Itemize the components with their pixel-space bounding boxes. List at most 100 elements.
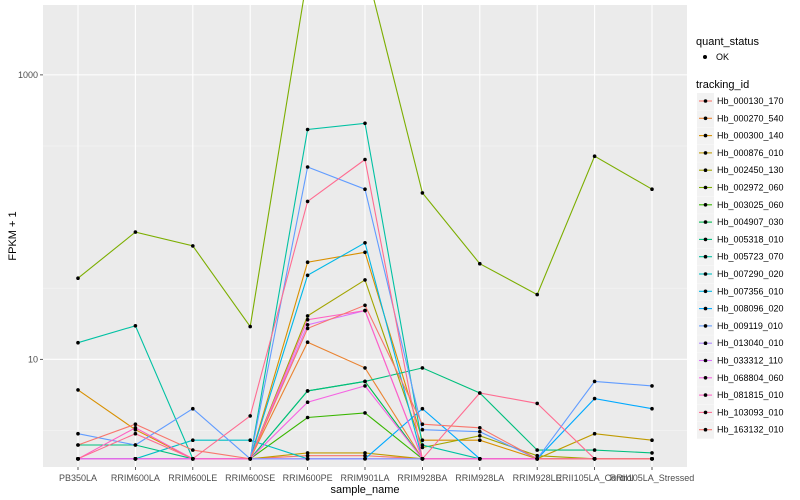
data-point	[592, 379, 597, 384]
data-point	[420, 427, 425, 432]
x-axis-ticks: PB350LA RRIM600LA RRIM600LE RRIM600SE RRIM60…	[59, 467, 694, 483]
data-point	[133, 324, 138, 328]
legend-item-label: Hb_000270_540	[717, 113, 784, 123]
data-point	[363, 366, 367, 370]
data-point	[592, 396, 597, 401]
data-point	[363, 379, 367, 384]
legend-key-point	[703, 237, 708, 242]
data-point	[191, 406, 195, 411]
x-tick-label: RRIM928BA	[397, 473, 447, 483]
legend-item-label: Hb_009119_010	[717, 321, 783, 331]
data-point	[133, 422, 138, 427]
data-point	[478, 391, 482, 395]
data-point	[420, 445, 425, 450]
data-point	[363, 157, 367, 162]
data-point	[133, 230, 138, 234]
legend-key-point	[703, 306, 708, 311]
data-point	[305, 317, 310, 322]
data-point	[305, 165, 310, 169]
legend-item-label: Hb_033312_110	[717, 356, 783, 366]
legend-key-point	[703, 289, 708, 294]
data-point	[363, 241, 367, 245]
data-point	[305, 127, 310, 132]
data-point	[363, 308, 367, 313]
data-point	[650, 187, 654, 191]
data-point	[76, 276, 80, 281]
data-point	[420, 191, 425, 195]
data-point	[248, 324, 252, 329]
legend-item-label: Hb_103093_010	[717, 407, 784, 417]
data-point	[305, 451, 310, 455]
data-point	[478, 429, 482, 434]
data-point	[76, 457, 80, 461]
x-tick-label: RRII105LA_Stressed	[610, 473, 695, 483]
data-point	[248, 438, 252, 443]
legend-key-point	[703, 272, 708, 276]
data-point	[191, 438, 195, 443]
data-point	[248, 414, 252, 418]
data-point	[191, 448, 195, 452]
legend-item-label: Hb_002972_060	[717, 183, 784, 193]
data-point	[592, 154, 597, 158]
legend-item-label: Hb_008096_020	[717, 304, 784, 314]
legend-key-point	[703, 151, 708, 155]
data-point	[191, 457, 195, 461]
data-point	[133, 457, 138, 461]
data-point	[363, 453, 367, 458]
legend-key-point	[703, 393, 708, 397]
y-axis-title: FPKM + 1	[7, 211, 19, 260]
x-tick-label: RRIM928LA	[455, 473, 504, 483]
data-point	[535, 457, 539, 461]
data-point	[363, 451, 367, 455]
legend-item-label: Hb_068804_060	[717, 373, 784, 383]
data-point	[535, 292, 539, 297]
data-point	[420, 406, 425, 411]
legend-item-label: Hb_003025_060	[717, 200, 784, 210]
data-point	[133, 426, 138, 430]
data-point	[305, 323, 310, 327]
data-point	[478, 261, 482, 266]
data-point	[650, 438, 654, 443]
data-point	[478, 438, 482, 443]
legend-key-point	[703, 185, 708, 190]
data-point	[592, 448, 597, 452]
data-point	[650, 406, 654, 411]
y-tick-label: 10	[28, 354, 38, 364]
legend-key-point	[703, 376, 708, 380]
y-tick-label: 1000	[18, 70, 38, 80]
data-point	[650, 457, 654, 461]
legend-key-point	[703, 99, 708, 103]
data-point	[363, 384, 367, 388]
legend-item-label: Hb_081815_010	[717, 390, 784, 400]
data-point	[363, 278, 367, 282]
data-point	[76, 388, 80, 392]
data-point	[650, 451, 654, 455]
legend-item-label: Hb_005318_010	[717, 234, 784, 244]
x-tick-label: RRIM928LE	[513, 473, 562, 483]
legend-item-label: Hb_000130_170	[717, 96, 784, 106]
data-point	[478, 457, 482, 461]
legend-item-label: Hb_163132_010	[717, 425, 784, 435]
legend-tracking-id: tracking_id Hb_000130_170 Hb_000270_540 Hb…	[696, 79, 784, 439]
data-point	[363, 187, 367, 191]
data-point	[305, 415, 310, 420]
series-points	[76, 121, 654, 461]
data-point	[305, 314, 310, 318]
data-point	[592, 431, 597, 436]
legend-item-label: Hb_005723_070	[717, 252, 784, 262]
legend-item-label: Hb_000876_010	[717, 148, 784, 158]
legend-key-point	[703, 133, 708, 138]
data-point	[478, 434, 482, 438]
legend-key-point	[703, 116, 708, 121]
data-point	[76, 431, 80, 436]
data-point	[76, 443, 80, 447]
data-point	[363, 457, 367, 461]
x-tick-label: RRIM600LE	[168, 473, 217, 483]
data-point	[420, 366, 425, 370]
legend-key-point	[703, 220, 708, 224]
legend-item-label: Hb_002450_130	[717, 165, 784, 175]
data-point	[420, 438, 425, 443]
data-point	[76, 340, 80, 345]
x-tick-label: RRIM901LA	[340, 473, 389, 483]
legend-key-point	[703, 410, 708, 415]
